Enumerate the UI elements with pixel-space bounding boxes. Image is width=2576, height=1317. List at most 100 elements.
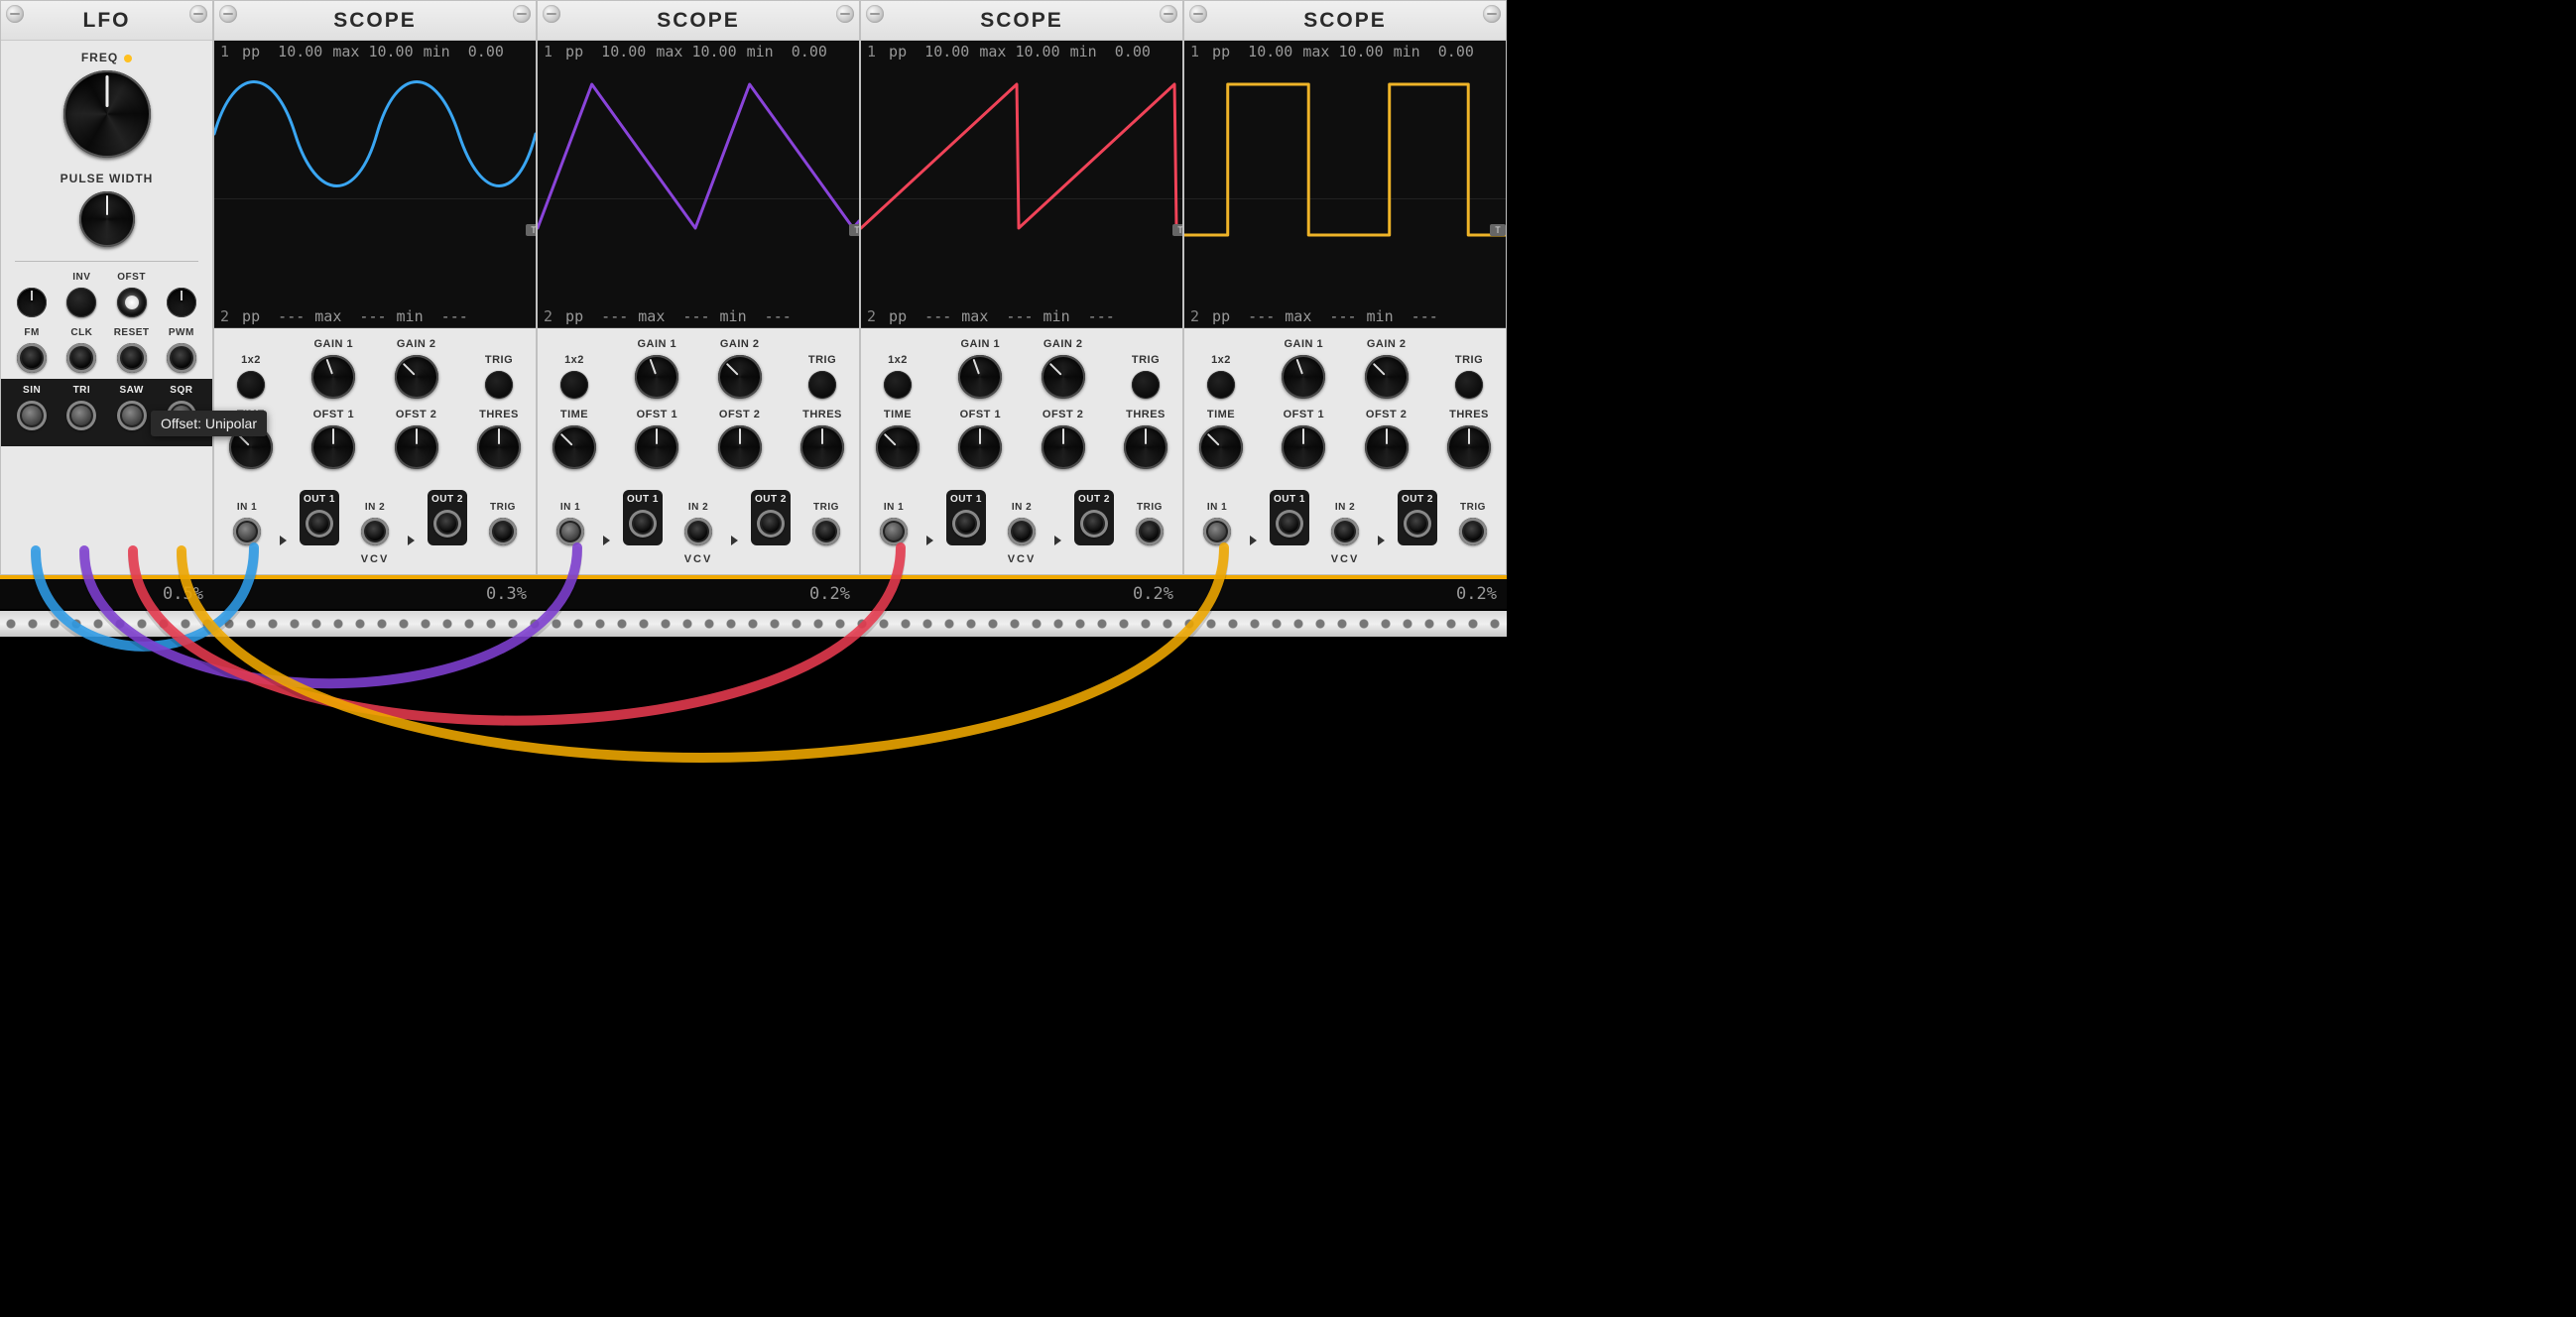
ofst1-knob[interactable] — [635, 425, 678, 469]
scope-control-label: OFST 2 — [711, 409, 769, 420]
in1-port[interactable] — [1203, 518, 1231, 545]
out1-port[interactable] — [306, 510, 333, 538]
in1-port[interactable] — [233, 518, 261, 545]
scope-control-label: TIME — [546, 409, 603, 420]
ofst1-knob[interactable] — [311, 425, 355, 469]
gain1-knob[interactable] — [1282, 355, 1325, 399]
trig-port[interactable] — [1459, 518, 1487, 545]
scope-control-label: THRES — [794, 409, 851, 420]
scope-title: SCOPE — [333, 9, 417, 33]
pwm-input-port[interactable] — [167, 343, 196, 373]
inv-button[interactable] — [66, 288, 96, 317]
cpu-meter: 0.2% — [860, 579, 1183, 609]
thres-knob[interactable] — [800, 425, 844, 469]
fm-amount-knob[interactable] — [17, 288, 47, 317]
in2-port[interactable] — [684, 518, 712, 545]
trigger-cursor[interactable]: T — [1490, 224, 1506, 236]
thres-knob[interactable] — [477, 425, 521, 469]
lfo-output-label: SQR — [160, 385, 203, 396]
in1-port[interactable] — [880, 518, 908, 545]
reset-input-port[interactable] — [117, 343, 147, 373]
thres-knob[interactable] — [1447, 425, 1491, 469]
ofst2-knob[interactable] — [1042, 425, 1085, 469]
thres-knob[interactable] — [1124, 425, 1167, 469]
gain1-knob[interactable] — [311, 355, 355, 399]
trigger-cursor[interactable]: T — [526, 224, 536, 236]
time-knob[interactable] — [876, 425, 920, 469]
out2-port[interactable] — [757, 510, 785, 538]
scope-readout-ch2: 2 pp --- max --- min --- — [544, 307, 853, 325]
in1-port[interactable] — [556, 518, 584, 545]
ofst1-knob[interactable] — [1282, 425, 1325, 469]
ofst2-knob[interactable] — [718, 425, 762, 469]
in2-port[interactable] — [361, 518, 389, 545]
signal-flow-arrow-icon — [1250, 536, 1257, 545]
time-knob[interactable] — [552, 425, 596, 469]
in2-port[interactable] — [1008, 518, 1036, 545]
pulse-width-knob[interactable] — [79, 191, 135, 247]
clk-input-port[interactable] — [66, 343, 96, 373]
gain2-knob[interactable] — [395, 355, 438, 399]
scope-control-label: OFST 2 — [388, 409, 445, 420]
out1-port[interactable] — [952, 510, 980, 538]
trig-port[interactable] — [1136, 518, 1164, 545]
out2-port[interactable] — [433, 510, 461, 538]
scope-control-label: OFST 1 — [1275, 409, 1332, 420]
out2-port[interactable] — [1080, 510, 1108, 538]
scope-header: SCOPE — [538, 1, 859, 41]
trig-button[interactable] — [808, 371, 836, 399]
saw-output-port[interactable] — [117, 401, 147, 430]
signal-flow-arrow-icon — [603, 536, 610, 545]
cpu-meter: 0.2% — [537, 579, 860, 609]
gain2-knob[interactable] — [718, 355, 762, 399]
scope-readout-ch1: 1 pp 10.00 max 10.00 min 0.00 — [544, 43, 853, 60]
tri-output-port[interactable] — [66, 401, 96, 430]
scope-control-label: 1x2 — [869, 354, 926, 366]
trig-button[interactable] — [485, 371, 513, 399]
freq-knob[interactable] — [63, 70, 151, 158]
in2-port[interactable] — [1331, 518, 1359, 545]
scope-display[interactable]: 1 pp 10.00 max 10.00 min 0.00 T 2 pp ---… — [1184, 41, 1506, 328]
gain2-knob[interactable] — [1042, 355, 1085, 399]
1x2-button[interactable] — [560, 371, 588, 399]
1x2-button[interactable] — [237, 371, 265, 399]
rack-rail — [0, 611, 1507, 637]
module-brand-footer: VCV — [538, 553, 859, 569]
ofst2-knob[interactable] — [1365, 425, 1409, 469]
lfo-output-label: SAW — [110, 385, 154, 396]
scope-control-label: GAIN 1 — [951, 338, 1009, 350]
trig-port[interactable] — [812, 518, 840, 545]
ofst2-knob[interactable] — [395, 425, 438, 469]
out1-port[interactable] — [1276, 510, 1303, 538]
out1-port[interactable] — [629, 510, 657, 538]
out2-port[interactable] — [1404, 510, 1431, 538]
trig-port[interactable] — [489, 518, 517, 545]
scope-display[interactable]: 1 pp 10.00 max 10.00 min 0.00 T 2 pp ---… — [861, 41, 1182, 328]
1x2-button[interactable] — [884, 371, 912, 399]
1x2-button[interactable] — [1207, 371, 1235, 399]
scope-display[interactable]: 1 pp 10.00 max 10.00 min 0.00 T 2 pp ---… — [538, 41, 859, 328]
scope-control-label: TRIG — [1117, 354, 1174, 366]
trig-button[interactable] — [1132, 371, 1160, 399]
gain1-knob[interactable] — [635, 355, 678, 399]
sin-output-port[interactable] — [17, 401, 47, 430]
trigger-cursor[interactable]: T — [1172, 224, 1182, 236]
screw — [189, 5, 207, 23]
time-knob[interactable] — [1199, 425, 1243, 469]
pwm-amount-knob[interactable] — [167, 288, 196, 317]
gain2-knob[interactable] — [1365, 355, 1409, 399]
scope-control-label: GAIN 2 — [1358, 338, 1415, 350]
scope-io-label: OUT 1 — [1274, 494, 1305, 505]
gain1-knob[interactable] — [958, 355, 1002, 399]
ofst1-knob[interactable] — [958, 425, 1002, 469]
scope-io-label: IN 1 — [1192, 502, 1242, 513]
lfo-mod-label — [10, 272, 54, 283]
scope-display[interactable]: 1 pp 10.00 max 10.00 min 0.00 T 2 pp ---… — [214, 41, 536, 328]
scope-io-label: OUT 2 — [431, 494, 463, 505]
cpu-meter: 0.2% — [1183, 579, 1507, 609]
trig-button[interactable] — [1455, 371, 1483, 399]
fm-input-port[interactable] — [17, 343, 47, 373]
ofst-button[interactable] — [117, 288, 147, 317]
trigger-cursor[interactable]: T — [849, 224, 859, 236]
scope-io-label: OUT 2 — [1402, 494, 1433, 505]
